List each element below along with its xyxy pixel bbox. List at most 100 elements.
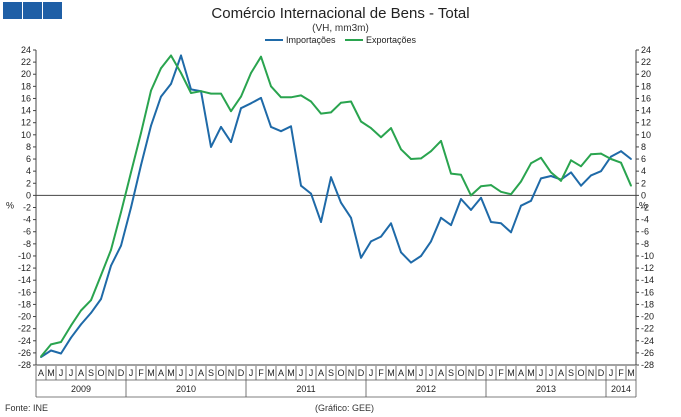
x-tick-label-month: S (328, 368, 334, 378)
data-point-series-1 (270, 126, 272, 128)
x-tick-label-month: D (478, 368, 485, 378)
x-tick-label-month: D (238, 368, 245, 378)
x-tick-label-month: M (387, 368, 395, 378)
data-point-series-2 (70, 324, 72, 327)
data-point-series-2 (140, 132, 142, 134)
y-tick-label-left: 10 (21, 130, 31, 140)
y-tick-label-left: 0 (26, 190, 31, 200)
x-tick-label-month: J (129, 368, 134, 378)
data-point-series-1 (140, 164, 142, 166)
data-point-series-1 (240, 107, 242, 110)
x-tick-label-month: F (618, 368, 624, 378)
x-tick-label-month: O (457, 368, 464, 378)
data-point-series-2 (310, 100, 312, 103)
data-point-series-2 (280, 96, 282, 99)
x-tick-label-year: 2012 (416, 384, 436, 394)
data-point-series-2 (150, 89, 152, 92)
data-point-series-2 (590, 153, 592, 156)
data-point-series-2 (570, 159, 572, 162)
data-point-series-2 (60, 341, 62, 343)
chart-title: Comércio Internacional de Bens - Total (211, 5, 470, 22)
y-tick-label-right: -2 (641, 203, 649, 213)
data-point-series-2 (540, 156, 542, 159)
data-point-series-2 (130, 171, 132, 174)
y-tick-label-right: 4 (641, 166, 646, 176)
data-point-series-1 (530, 199, 532, 202)
x-tick-label-month: J (609, 368, 614, 378)
legend-label-1: Importações (286, 35, 336, 45)
data-point-series-2 (370, 127, 372, 130)
x-tick-label-month: O (97, 368, 104, 378)
x-tick-label-month: F (138, 368, 144, 378)
y-tick-label-left: -22 (18, 324, 31, 334)
y-tick-label-right: 14 (641, 106, 651, 116)
x-tick-label-month: A (158, 368, 164, 378)
data-point-series-2 (40, 355, 42, 358)
data-point-series-2 (330, 111, 332, 114)
y-unit-left: % (6, 200, 14, 210)
series-line-2 (40, 54, 632, 358)
x-tick-label-month: M (407, 368, 415, 378)
data-point-series-2 (620, 161, 622, 164)
data-point-series-1 (130, 206, 132, 209)
data-point-series-1 (480, 196, 482, 199)
x-tick-label-month: N (228, 368, 235, 378)
data-point-series-1 (410, 261, 412, 264)
data-point-series-2 (560, 179, 562, 182)
data-point-series-2 (230, 110, 232, 113)
data-point-series-1 (120, 244, 122, 247)
y-tick-label-right: 24 (641, 45, 651, 55)
data-point-series-1 (540, 177, 542, 180)
y-tick-label-right: -14 (641, 275, 654, 285)
data-point-series-1 (400, 251, 402, 254)
y-tick-label-right: -22 (641, 324, 654, 334)
y-tick-label-left: 12 (21, 118, 31, 128)
y-tick-label-left: 4 (26, 166, 31, 176)
data-point-series-1 (520, 204, 522, 207)
data-point-series-1 (320, 221, 322, 223)
y-tick-label-right: -4 (641, 215, 649, 225)
y-tick-label-right: 0 (641, 190, 646, 200)
x-tick-label-month: J (249, 368, 254, 378)
y-tick-label-right: -12 (641, 263, 654, 273)
x-tick-label-month: A (558, 368, 564, 378)
data-point-series-2 (190, 92, 192, 94)
x-tick-label-month: J (59, 368, 64, 378)
data-point-series-1 (150, 124, 152, 127)
x-tick-label-month: M (527, 368, 535, 378)
data-point-series-1 (80, 323, 82, 326)
data-point-series-1 (190, 88, 192, 91)
x-tick-label-month: N (468, 368, 475, 378)
x-tick-label-month: O (577, 368, 584, 378)
data-point-series-2 (530, 162, 532, 165)
y-tick-label-left: 24 (21, 45, 31, 55)
logo-square-3 (43, 2, 62, 19)
y-tick-label-left: -8 (23, 239, 31, 249)
data-point-series-2 (200, 90, 202, 93)
x-tick-label-month: M (627, 368, 635, 378)
data-point-series-1 (600, 170, 602, 173)
data-point-series-2 (120, 211, 122, 214)
y-tick-label-right: 22 (641, 57, 651, 67)
data-point-series-1 (550, 175, 552, 177)
data-point-series-2 (160, 67, 162, 70)
y-tick-label-right: -16 (641, 287, 654, 297)
x-tick-label-month: D (358, 368, 365, 378)
data-point-series-1 (170, 83, 172, 85)
y-tick-label-right: -26 (641, 348, 654, 358)
data-point-series-2 (320, 112, 322, 115)
data-point-series-2 (50, 343, 52, 346)
data-point-series-2 (240, 95, 242, 98)
y-tick-label-right: -6 (641, 227, 649, 237)
logo-square-2 (23, 2, 42, 19)
data-point-series-2 (350, 100, 352, 103)
data-point-series-2 (440, 139, 442, 142)
data-point-series-1 (340, 201, 342, 204)
y-tick-label-right: 20 (641, 69, 651, 79)
y-tick-label-left: -14 (18, 275, 31, 285)
x-tick-label-month: A (278, 368, 284, 378)
data-point-series-2 (580, 165, 582, 168)
data-point-series-1 (210, 146, 212, 148)
x-tick-label-month: A (518, 368, 524, 378)
